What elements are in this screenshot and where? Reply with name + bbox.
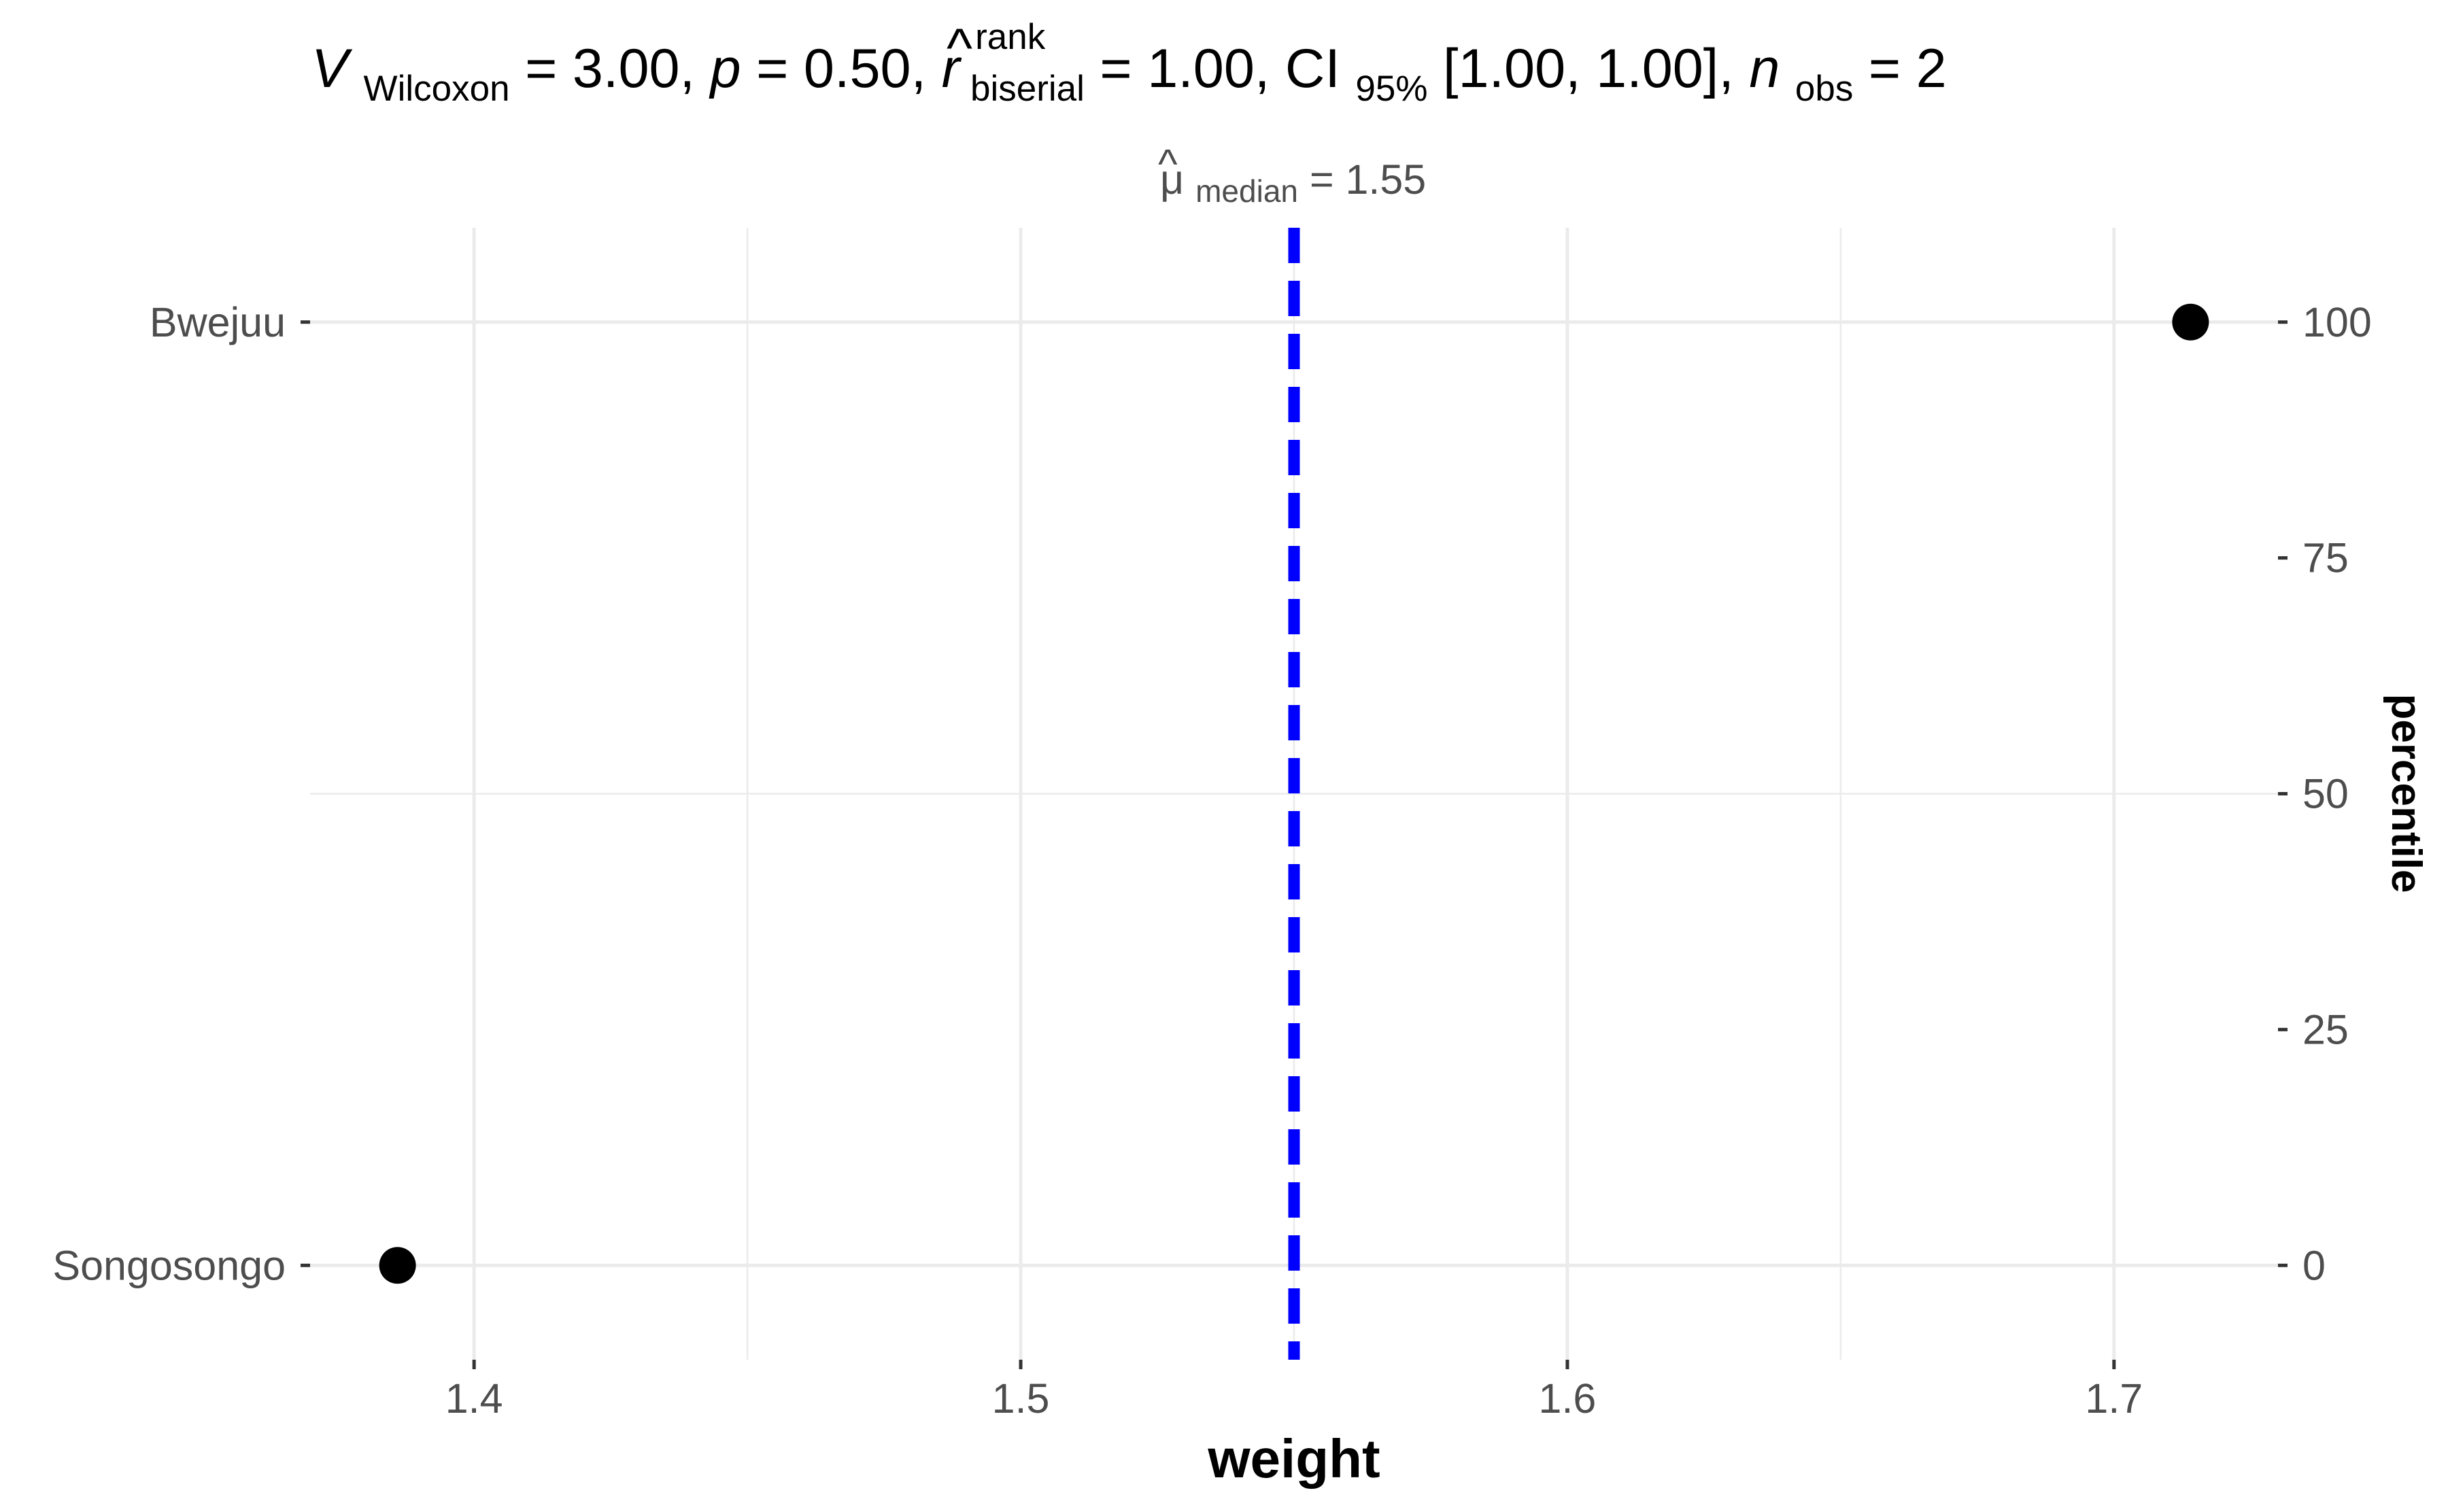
- data-points: [379, 303, 2209, 1284]
- y-left-tick-label: Songosongo: [52, 1242, 286, 1288]
- title-eq1: = 3.00,: [525, 38, 710, 99]
- title-eq4: [1.00, 1.00],: [1443, 38, 1749, 99]
- y-axis-left: Songosongo Bwejuu: [52, 299, 310, 1288]
- median-label-hat: ^: [1158, 141, 1178, 187]
- title-r-sub: biserial: [970, 69, 1085, 109]
- x-axis: 1.4 1.5 1.6 1.7: [445, 1360, 2143, 1422]
- x-tick-label: 1.5: [992, 1375, 1050, 1422]
- y-right-tick-label: 0: [2302, 1242, 2326, 1288]
- title-r-sup: rank: [975, 17, 1046, 57]
- x-tick-label: 1.4: [445, 1375, 503, 1422]
- title-r-hat: ^: [947, 18, 972, 79]
- y-axis-right: 0 25 50 75 100: [2278, 299, 2372, 1288]
- median-label-mu: μ: [1160, 156, 1184, 203]
- data-point-bwejuu: [2172, 303, 2209, 341]
- title-ci-sub: 95%: [1355, 69, 1427, 109]
- y-right-tick-label: 75: [2302, 535, 2349, 581]
- y-left-tick-label: Bwejuu: [150, 299, 286, 345]
- title-eq5: = 2: [1869, 38, 1947, 99]
- y-right-tick-label: 50: [2302, 771, 2349, 817]
- x-axis-title: weight: [1207, 1428, 1380, 1489]
- title-eq3: = 1.00, CI: [1100, 38, 1340, 99]
- median-label-rest: = 1.55: [1310, 156, 1426, 203]
- y-right-tick-label: 100: [2302, 299, 2372, 345]
- x-tick-label: 1.6: [1539, 1375, 1597, 1422]
- title-eq2: = 0.50,: [756, 38, 941, 99]
- y-right-tick-label: 25: [2302, 1006, 2349, 1052]
- title-n-sub: obs: [1795, 69, 1853, 109]
- title-r: r: [942, 38, 962, 99]
- median-label: μ median = 1.55: [1160, 156, 1426, 211]
- chart-title: V Wilcoxon = 3.00, p = 0.50, r rank bise…: [311, 0, 1947, 113]
- title-n: n: [1749, 38, 1780, 99]
- title-p: p: [709, 38, 741, 99]
- title-v: V: [311, 38, 353, 99]
- title-v-sub: Wilcoxon: [364, 69, 510, 109]
- x-tick-label: 1.7: [2085, 1375, 2143, 1422]
- data-point-songosongo: [379, 1247, 416, 1284]
- median-label-sub: median: [1195, 173, 1298, 209]
- y-axis-right-title: percentile: [2383, 694, 2430, 893]
